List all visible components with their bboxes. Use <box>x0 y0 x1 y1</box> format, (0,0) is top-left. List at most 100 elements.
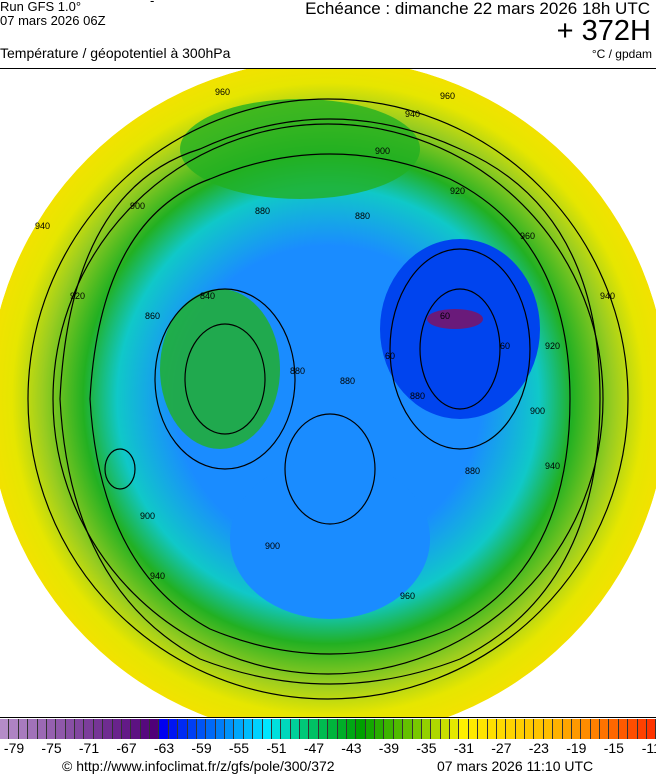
colorbar-label: -71 <box>78 740 100 756</box>
contour-label: 920 <box>70 291 85 301</box>
colorbar-cell <box>28 719 38 739</box>
colorbar-cell <box>393 719 404 739</box>
colorbar-cell <box>46 719 57 739</box>
colorbar-cell <box>215 719 225 739</box>
colorbar-cell <box>346 719 357 739</box>
contour-label: 60 <box>500 341 510 351</box>
colorbar-cell <box>65 719 75 739</box>
contour-label: 860 <box>145 311 160 321</box>
colorbar-label: -55 <box>228 740 250 756</box>
colorbar-label: -27 <box>491 740 512 756</box>
colorbar-label: -79 <box>3 740 25 756</box>
polar-map: 960 940 920 900 880 860 840 960 940 920 900 880 900 9… <box>0 59 656 739</box>
contour-label: 880 <box>465 466 480 476</box>
contour-labels: 960 940 920 900 880 860 840 960 940 920 900 880 900 9… <box>35 87 615 601</box>
colorbar-cell <box>159 719 169 739</box>
colorbar-cell <box>206 719 216 739</box>
colorbar-cell <box>356 719 366 739</box>
colorbar-cell <box>131 719 141 739</box>
contour-label: 940 <box>545 461 560 471</box>
colorbar-cell <box>178 719 188 739</box>
colorbar-cell <box>553 719 563 739</box>
colorbar-cell <box>440 719 450 739</box>
contour-label: 60 <box>385 351 395 361</box>
colorbar-label: -43 <box>341 740 362 756</box>
colorbar-cell <box>646 719 656 739</box>
contour-label: 880 <box>290 366 305 376</box>
colorbar-cell <box>543 719 554 739</box>
cold-minimum <box>427 309 483 329</box>
colorbar-cell <box>609 719 619 739</box>
colorbar-label: -15 <box>603 740 624 756</box>
contour-label: 960 <box>400 591 415 601</box>
colorbar-cell <box>581 719 591 739</box>
colorbar-cell <box>262 719 272 739</box>
colorbar-cell <box>0 719 10 739</box>
colorbar-cell <box>253 719 263 739</box>
colorbar-label: -67 <box>116 740 137 756</box>
generated-time: 07 mars 2026 11:10 UTC <box>437 758 594 774</box>
colorbar-label: -51 <box>266 740 287 756</box>
colorbar-cell <box>196 719 207 739</box>
colorbar-cell <box>328 719 338 739</box>
contour-label: 940 <box>405 109 420 119</box>
colorbar-cell <box>384 719 394 739</box>
colorbar-label: -39 <box>378 740 400 756</box>
geopotential-contours <box>27 98 629 700</box>
colorbar-cell <box>168 719 179 739</box>
contour-label: 900 <box>265 541 280 551</box>
colorbar-cell <box>478 719 488 739</box>
colorbar-cell <box>150 719 160 739</box>
source-link[interactable]: © http://www.infoclimat.fr/z/gfs/pole/30… <box>62 758 335 774</box>
colorbar-cell <box>637 719 647 739</box>
colorbar-cell <box>496 719 507 739</box>
colorbar-cell <box>271 719 282 739</box>
colorbar-cell <box>600 719 610 739</box>
contour-label: 900 <box>375 146 390 156</box>
colorbar-cell <box>365 719 375 739</box>
colorbar-cell <box>93 719 104 739</box>
contour-label: 900 <box>140 511 155 521</box>
contour-label: 960 <box>520 231 535 241</box>
contour-label: 880 <box>340 376 355 386</box>
colorbar-cell <box>225 719 235 739</box>
colorbar-cell <box>468 719 479 739</box>
colorbar-cell <box>9 719 19 739</box>
colorbar-cell <box>121 719 132 739</box>
colorbar-cell <box>590 719 600 739</box>
contour-label: 840 <box>200 291 215 301</box>
colorbar-cell <box>459 719 469 739</box>
map-svg: 960 940 920 900 880 860 840 960 940 920 900 880 900 9… <box>0 59 656 739</box>
colorbar-cell <box>506 719 516 739</box>
colorbar-cell <box>318 719 329 739</box>
contour-label: 940 <box>150 571 165 581</box>
colorbar <box>0 719 656 739</box>
colorbar-cell <box>243 719 254 739</box>
contour-label: 920 <box>450 186 465 196</box>
colorbar-cell <box>450 719 460 739</box>
contour-label: 900 <box>130 201 145 211</box>
colorbar-cell <box>375 719 385 739</box>
colorbar-cell <box>300 719 310 739</box>
contour-label: 60 <box>440 311 450 321</box>
colorbar-label: -35 <box>416 740 437 756</box>
map-title: Température / géopotentiel à 300hPa <box>0 45 231 61</box>
colorbar-label: -59 <box>191 740 212 756</box>
colorbar-cell <box>56 719 66 739</box>
colorbar-cell <box>515 719 525 739</box>
temperature-field <box>0 59 656 739</box>
colorbar-cell <box>618 719 629 739</box>
colorbar-cell <box>75 719 85 739</box>
lead-time: + 372H <box>556 15 651 47</box>
contour-label: 940 <box>600 291 615 301</box>
colorbar-cell <box>37 719 47 739</box>
cold-core <box>380 239 540 419</box>
colorbar-cell <box>525 719 535 739</box>
contour-label: 960 <box>440 91 455 101</box>
run-date: 07 mars 2026 06Z <box>0 13 106 28</box>
colorbar-cell <box>534 719 544 739</box>
colorbar-cell <box>18 719 29 739</box>
contour-label: 900 <box>530 406 545 416</box>
colorbar-cell <box>234 719 244 739</box>
contour-label: 880 <box>255 206 270 216</box>
